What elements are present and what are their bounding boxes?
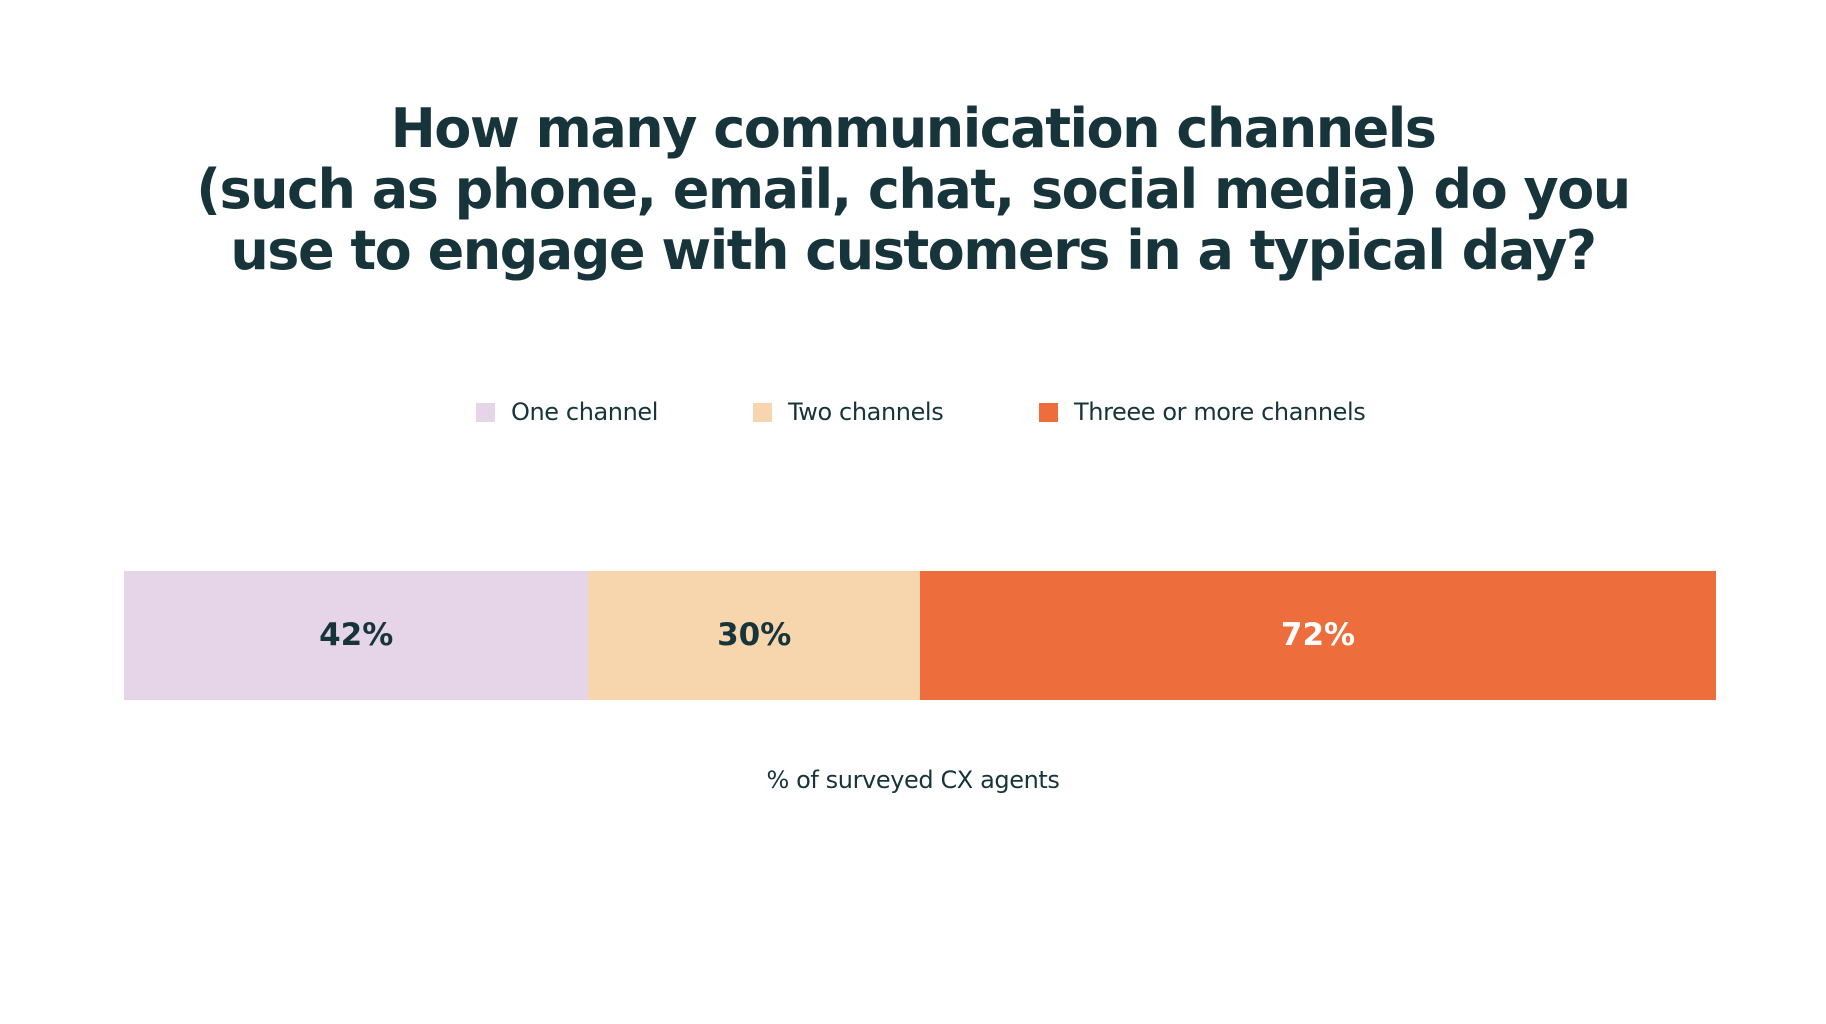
legend-label: Threee or more channels — [1074, 398, 1366, 426]
bar-segment-1 — [124, 571, 589, 700]
bar-segment-3 — [920, 571, 1716, 700]
legend-item-three-or-more-channels: Threee or more channels — [1039, 397, 1366, 427]
legend-item-two-channels: Two channels — [753, 397, 944, 427]
bar-segment-2 — [588, 571, 921, 700]
legend-label: One channel — [511, 398, 659, 426]
bar-data-label: 30% — [717, 617, 791, 653]
stacked-bar-svg: 42% 30% 72% — [124, 571, 1716, 700]
legend-item-one-channel: One channel — [476, 397, 658, 427]
legend-swatch — [476, 402, 495, 422]
chart-title-line: use to engage with customers in a typica… — [230, 219, 1597, 282]
legend-swatch — [1039, 402, 1058, 422]
chart-title-line: (such as phone, email, chat, social medi… — [196, 158, 1631, 221]
x-axis-label: % of surveyed CX agents — [766, 766, 1060, 794]
chart-title: How many communication channels (such as… — [0, 98, 1826, 281]
chart-title-line: How many communication channels — [390, 97, 1437, 160]
legend-label: Two channels — [788, 398, 944, 426]
bar-data-label: 42% — [319, 617, 393, 653]
legend-swatch — [753, 402, 772, 422]
bar-data-label: 72% — [1281, 617, 1355, 653]
stacked-bar: 42% 30% 72% — [124, 571, 1716, 700]
chart-legend: One channel Two channels Threee or more … — [0, 397, 1826, 427]
